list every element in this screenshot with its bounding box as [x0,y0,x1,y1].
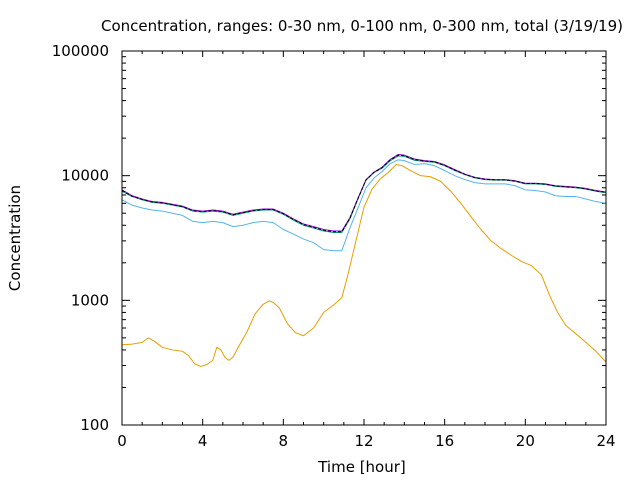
x-tick-label: 16 [435,432,454,450]
y-tick-label: 10000 [61,167,109,185]
series-line-1 [121,163,607,367]
y-tick-label: 100 [80,416,109,434]
x-tick-label: 0 [117,432,127,450]
tick-labels: 0 4 8 12 16 20 24 100 1000 10000 100000 [52,42,616,450]
series-line-5 [121,154,607,233]
axis-ticks [121,50,607,426]
y-tick-label: 100000 [52,42,109,60]
chart-title: Concentration, ranges: 0-30 nm, 0-100 nm… [101,17,623,35]
x-axis-label: Time [hour] [317,458,406,476]
x-tick-label: 4 [198,432,208,450]
x-tick-label: 24 [596,432,615,450]
x-tick-label: 12 [354,432,373,450]
series-lines [121,153,607,367]
y-tick-label: 1000 [71,291,109,309]
x-tick-label: 20 [516,432,535,450]
plot-frame [121,50,607,426]
y-axis-label: Concentration [6,185,24,291]
x-tick-label: 8 [279,432,289,450]
series-line-3 [121,155,607,234]
series-line-2 [121,159,607,252]
